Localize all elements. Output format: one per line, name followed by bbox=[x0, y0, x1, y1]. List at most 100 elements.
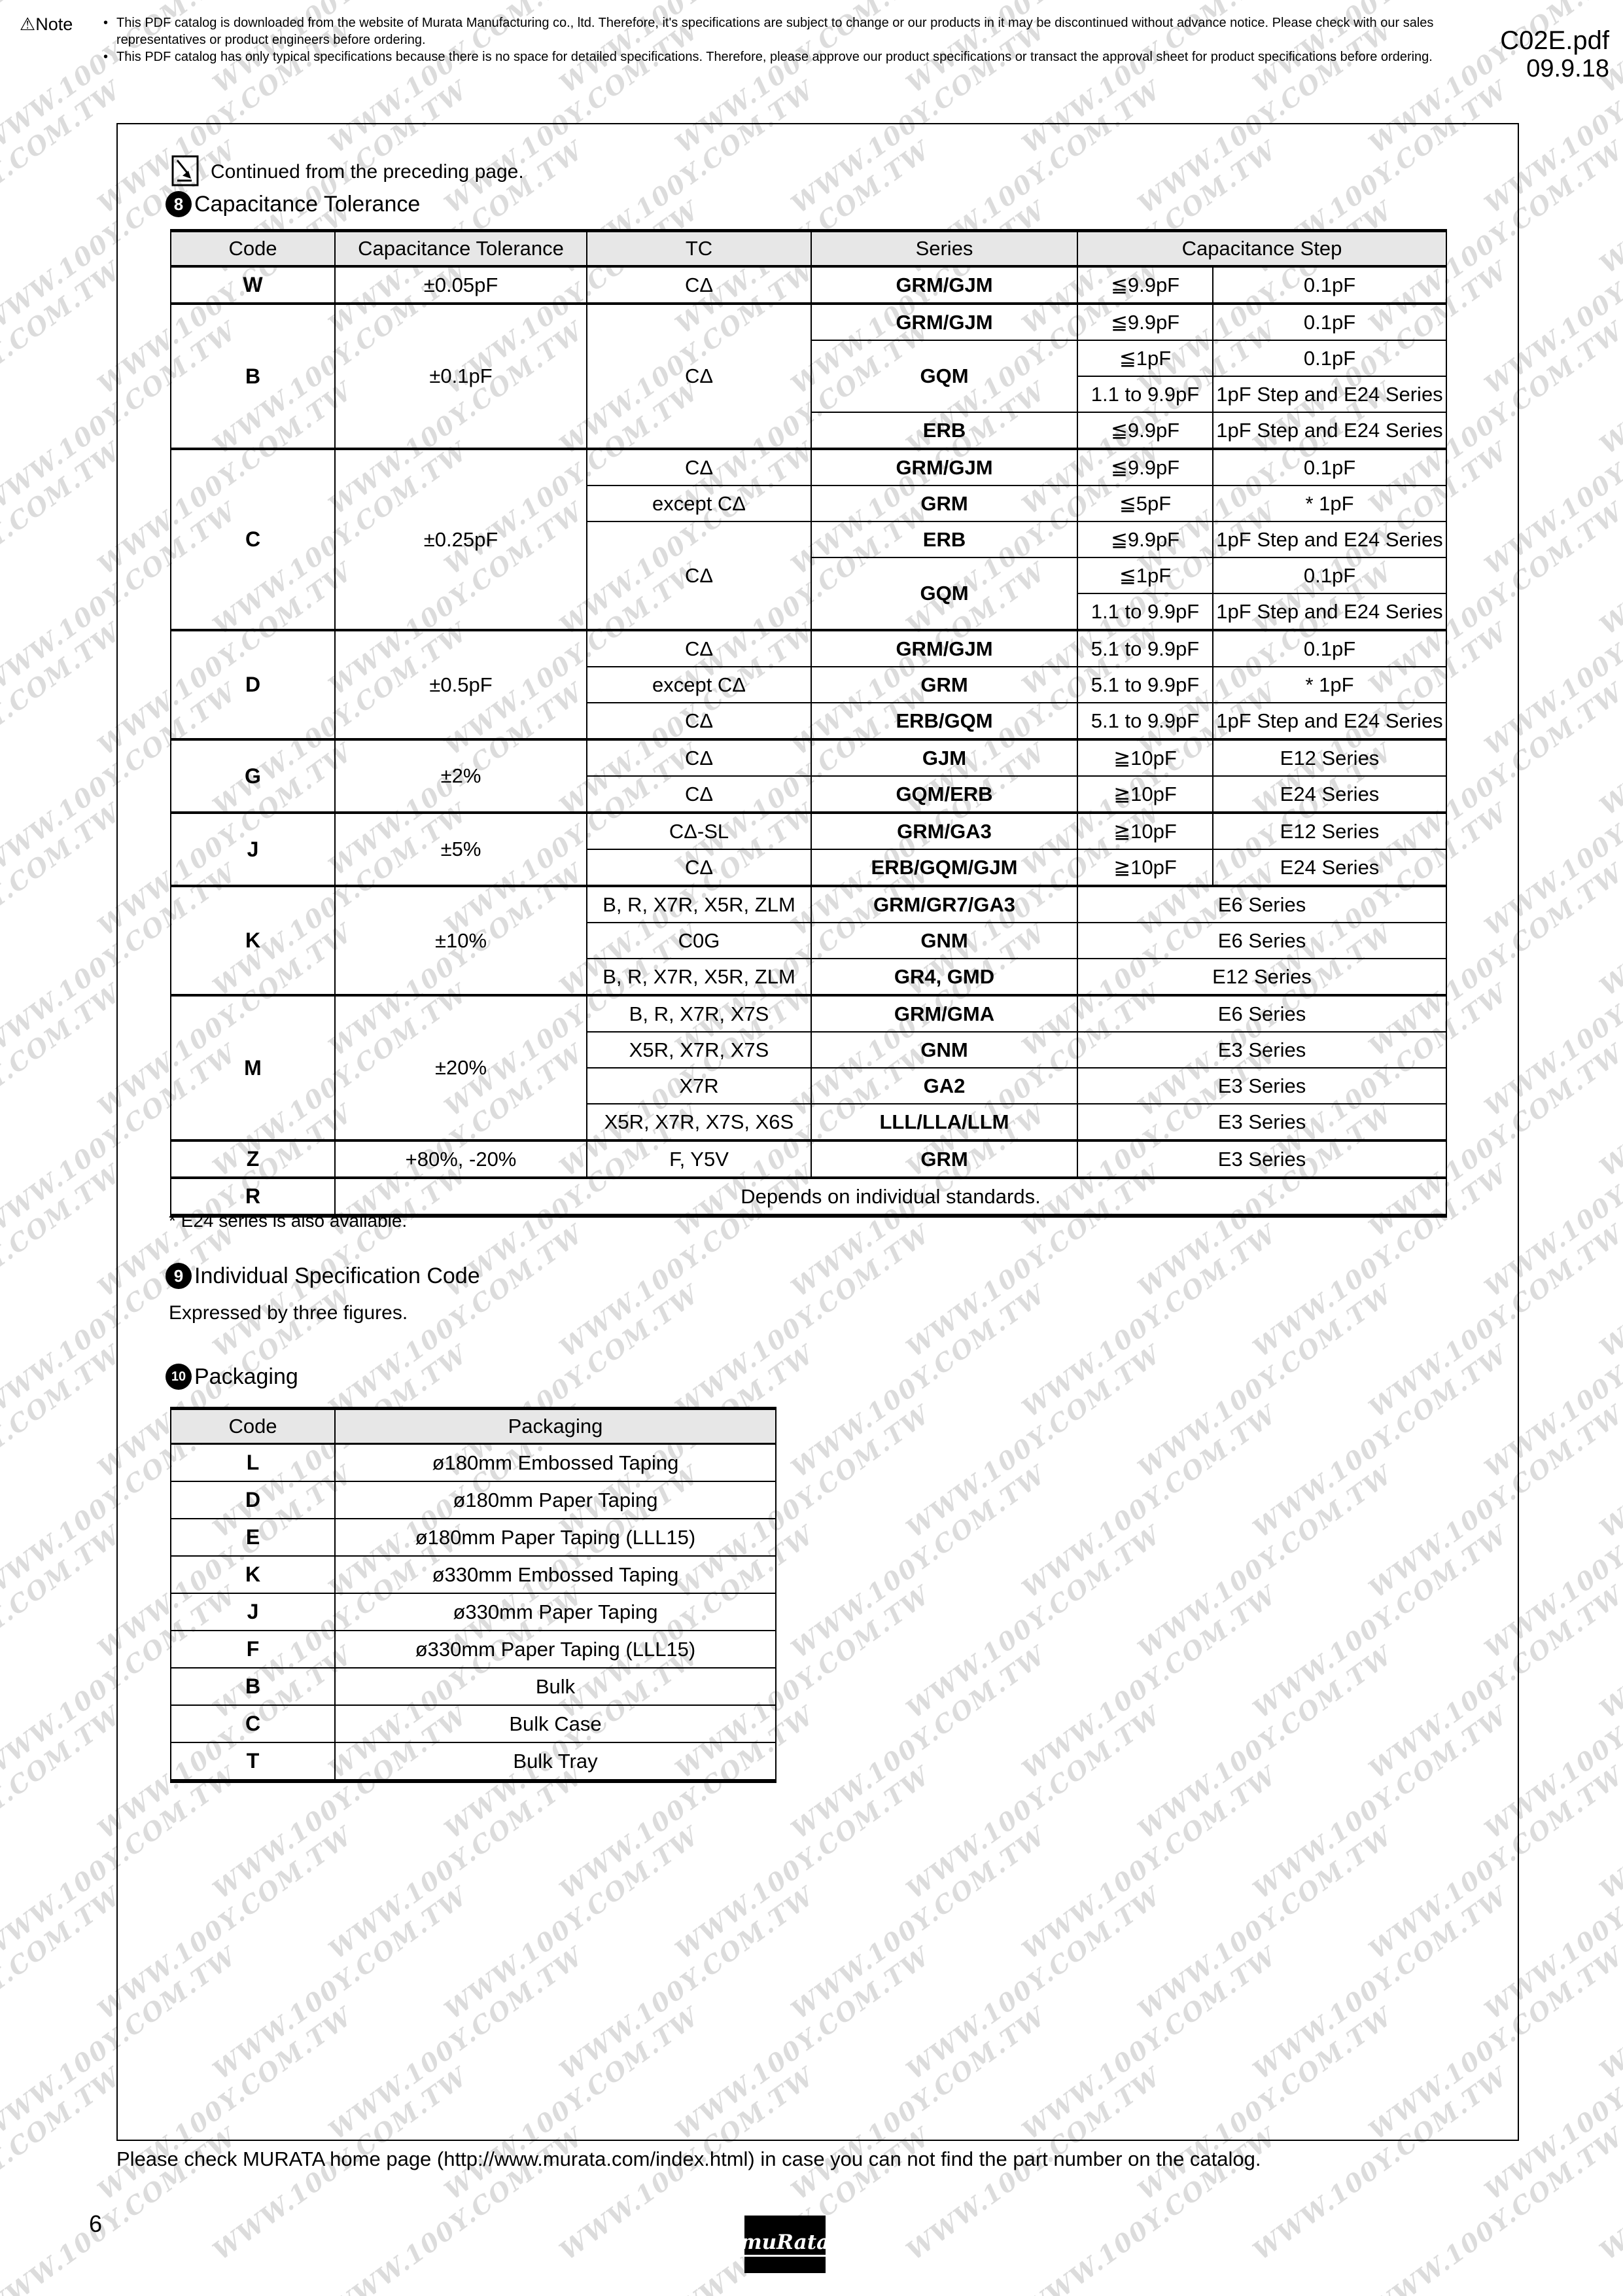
code-cell: C bbox=[171, 1704, 335, 1742]
series-cell: GRM/GR7/GA3 bbox=[811, 885, 1077, 923]
continued-note: Continued from the preceding page. bbox=[171, 155, 524, 188]
step-range-cell: ≦1pF bbox=[1077, 340, 1213, 376]
step-value-cell: 1pF Step and E24 Series bbox=[1212, 521, 1446, 557]
code-cell: J bbox=[171, 811, 335, 886]
table-row: J ±5% CΔ-SL GRM/GA3 ≧10pF E12 Series bbox=[171, 811, 1446, 886]
series-cell: ERB/GQM/GJM bbox=[811, 849, 1077, 886]
code-cell: J bbox=[171, 1593, 335, 1631]
table-row: ERB ≦9.9pF 1pF Step and E24 Series bbox=[171, 412, 1446, 449]
page-number: 6 bbox=[89, 2210, 103, 2237]
table-row: W ±0.05pF CΔ GRM/GJM ≦9.9pF 0.1pF bbox=[171, 265, 1446, 304]
table-row: K ±10% B, R, X7R, X5R, ZLM GRM/GR7/GA3 E… bbox=[171, 885, 1446, 995]
step-range-cell: ≦9.9pF bbox=[1077, 265, 1213, 304]
series-cell: ERB/GQM bbox=[811, 702, 1077, 739]
step-value-cell: 0.1pF bbox=[1212, 629, 1446, 667]
packaging-cell: Bulk Case bbox=[334, 1704, 776, 1742]
step-value-cell: E24 Series bbox=[1212, 775, 1446, 813]
table-row: B Bulk bbox=[171, 1667, 776, 1705]
series-cell: GRM/GJM bbox=[811, 265, 1077, 304]
code-cell: R bbox=[171, 1176, 335, 1218]
code-cell: K bbox=[171, 1555, 335, 1593]
document-date: 09.9.18 bbox=[1526, 55, 1609, 82]
step-range-cell: 5.1 to 9.9pF bbox=[1077, 666, 1213, 703]
code-cell: E bbox=[171, 1518, 335, 1556]
header-tc: TC bbox=[586, 229, 811, 268]
note-label-text: Note bbox=[35, 14, 73, 34]
tc-cell: X5R, X7R, X7S bbox=[586, 1031, 811, 1068]
series-cell: GRM/GA3 bbox=[811, 811, 1077, 849]
step-value-cell: 1pF Step and E24 Series bbox=[1212, 702, 1446, 739]
step-range-cell: ≦9.9pF bbox=[1077, 412, 1213, 449]
packaging-cell: ø180mm Embossed Taping bbox=[334, 1443, 776, 1481]
series-cell: LLL/LLA/LLM bbox=[811, 1103, 1077, 1140]
step-range-cell: 1.1 to 9.9pF bbox=[1077, 593, 1213, 630]
table-header-row: Code Packaging bbox=[171, 1407, 776, 1445]
tc-cell: C0G bbox=[586, 922, 811, 959]
table-row: except CΔ GRM 5.1 to 9.9pF * 1pF bbox=[171, 666, 1446, 703]
packaging-cell: ø180mm Paper Taping (LLL15) bbox=[334, 1518, 776, 1556]
tc-cell: B, R, X7R, X5R, ZLM bbox=[586, 885, 811, 923]
packaging-cell: ø330mm Embossed Taping bbox=[334, 1555, 776, 1593]
table-row: X5R, X7R, X7S, X6S LLL/LLA/LLM E3 Series bbox=[171, 1103, 1446, 1140]
series-cell: GRM bbox=[811, 485, 1077, 521]
code-cell: G bbox=[171, 738, 335, 813]
tc-cell: CΔ bbox=[586, 521, 811, 630]
step-value-cell: 1pF Step and E24 Series bbox=[1212, 593, 1446, 630]
step-cell: E3 Series bbox=[1077, 1067, 1446, 1104]
section-10-heading: 10 Packaging bbox=[166, 1364, 298, 1390]
section-9-heading: 9 Individual Specification Code bbox=[166, 1263, 480, 1289]
step-range-cell: ≧10pF bbox=[1077, 738, 1213, 776]
table-row: except CΔ GRM ≦5pF * 1pF bbox=[171, 485, 1446, 521]
table-row: X5R, X7R, X7S GNM E3 Series bbox=[171, 1031, 1446, 1068]
table-header-row: Code Capacitance Tolerance TC Series Cap… bbox=[171, 229, 1446, 268]
packaging-cell: Bulk Tray bbox=[334, 1742, 776, 1783]
code-cell: F bbox=[171, 1630, 335, 1668]
code-cell: C bbox=[171, 448, 335, 630]
tc-cell: CΔ bbox=[586, 629, 811, 667]
tolerance-cell: ±20% bbox=[334, 994, 587, 1140]
series-cell: GRM/GJM bbox=[811, 629, 1077, 667]
step-range-cell: ≧10pF bbox=[1077, 811, 1213, 849]
tolerance-cell: ±5% bbox=[334, 811, 587, 886]
step-range-cell: ≦9.9pF bbox=[1077, 302, 1213, 340]
section-8-heading: 8 Capacitance Tolerance bbox=[166, 191, 420, 217]
tc-cell: CΔ bbox=[586, 849, 811, 886]
step-range-cell: 5.1 to 9.9pF bbox=[1077, 629, 1213, 667]
murata-logo-text: muRata bbox=[739, 2232, 831, 2257]
tc-cell: except CΔ bbox=[586, 666, 811, 703]
code-cell: L bbox=[171, 1443, 335, 1481]
table-row: CΔ ERB/GQM 5.1 to 9.9pF 1pF Step and E24… bbox=[171, 702, 1446, 739]
step-value-cell: 0.1pF bbox=[1212, 340, 1446, 376]
continued-text: Continued from the preceding page. bbox=[211, 161, 524, 183]
step-range-cell: ≦5pF bbox=[1077, 485, 1213, 521]
tc-cell: CΔ bbox=[586, 775, 811, 813]
table-row: G ±2% CΔ GJM ≧10pF E12 Series bbox=[171, 738, 1446, 813]
table-row: C Bulk Case bbox=[171, 1704, 776, 1742]
series-cell: GQM bbox=[811, 557, 1077, 630]
header-code: Code bbox=[171, 1407, 335, 1445]
tc-cell: B, R, X7R, X5R, ZLM bbox=[586, 958, 811, 995]
section-9-title: Individual Specification Code bbox=[194, 1263, 480, 1288]
series-cell: GR4, GMD bbox=[811, 958, 1077, 995]
tc-cell: CΔ bbox=[586, 702, 811, 739]
tolerance-cell: +80%, -20% bbox=[334, 1139, 587, 1178]
tc-cell: CΔ bbox=[586, 302, 811, 449]
tc-cell: X5R, X7R, X7S, X6S bbox=[586, 1103, 811, 1140]
step-value-cell: 1pF Step and E24 Series bbox=[1212, 376, 1446, 412]
code-cell: D bbox=[171, 629, 335, 739]
code-cell: B bbox=[171, 302, 335, 449]
tc-cell: CΔ-SL bbox=[586, 811, 811, 849]
table-row: C ±0.25pF CΔ GRM/GJM ≦9.9pF 0.1pF bbox=[171, 448, 1446, 630]
table-row: C0G GNM E6 Series bbox=[171, 922, 1446, 959]
step-value-cell: 0.1pF bbox=[1212, 265, 1446, 304]
tolerance-cell: ±0.1pF bbox=[334, 302, 587, 449]
table-row: X7R GA2 E3 Series bbox=[171, 1067, 1446, 1104]
r-note-cell: Depends on individual standards. bbox=[334, 1176, 1446, 1218]
code-cell: Z bbox=[171, 1139, 335, 1178]
table-row: CΔ GQM/ERB ≧10pF E24 Series bbox=[171, 775, 1446, 813]
section-8-number-icon: 8 bbox=[166, 191, 192, 217]
murata-logo: muRata bbox=[739, 2216, 831, 2273]
